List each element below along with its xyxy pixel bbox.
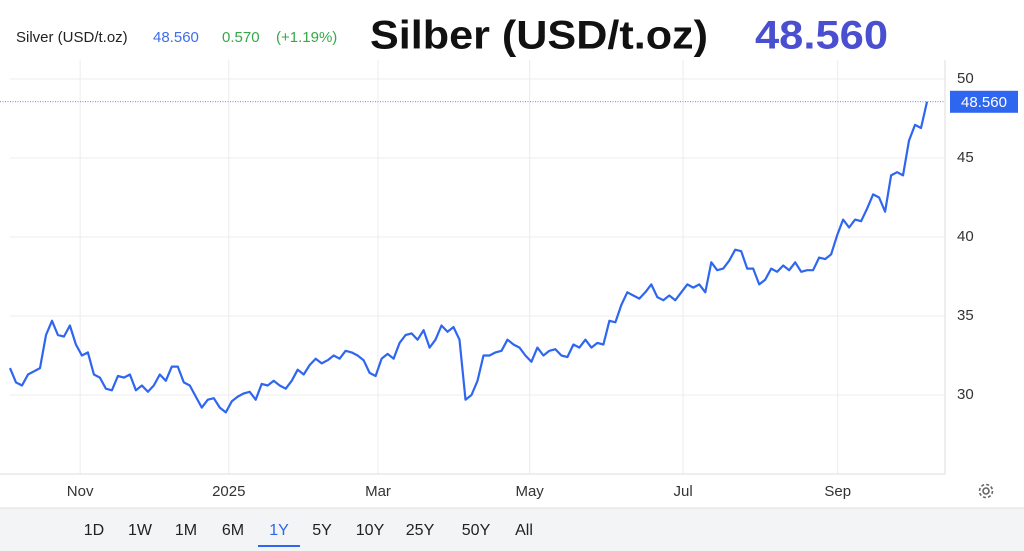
y-tick-label: 30 — [957, 386, 974, 403]
y-tick-label: 40 — [957, 228, 974, 245]
range-button[interactable]: 6M — [222, 522, 244, 539]
range-button[interactable]: 1D — [84, 522, 104, 539]
x-tick-label: 2025 — [212, 483, 245, 500]
x-tick-label: Mar — [365, 483, 391, 500]
range-button[interactable]: 1W — [128, 522, 153, 539]
range-button[interactable]: All — [515, 522, 533, 539]
big-title: Silber (USD/t.oz) — [370, 14, 708, 58]
y-tick-label: 50 — [957, 70, 974, 87]
last-price-box — [950, 90, 1018, 113]
range-button[interactable]: 25Y — [406, 522, 435, 539]
range-bar — [0, 508, 1024, 551]
range-button[interactable]: 1M — [175, 522, 197, 539]
price: 48.560 — [153, 29, 199, 46]
settings-icon[interactable] — [978, 483, 994, 499]
range-button[interactable]: 1Y — [269, 522, 289, 539]
last-price-label: 48.560 — [961, 94, 1007, 111]
range-button[interactable]: 50Y — [462, 522, 491, 539]
x-tick-label: May — [515, 483, 544, 500]
y-tick-label: 35 — [957, 307, 974, 324]
x-tick-label: Jul — [673, 483, 692, 500]
symbol: Silver (USD/t.oz) — [16, 29, 128, 46]
x-tick-label: Sep — [824, 483, 851, 500]
y-tick-label: 45 — [957, 149, 974, 166]
change: 0.570 — [222, 29, 260, 46]
change-pct: (+1.19%) — [276, 29, 337, 46]
x-tick-label: Nov — [67, 483, 94, 500]
price-line — [8, 101, 929, 414]
active-underline — [258, 545, 300, 547]
big-price: 48.560 — [755, 14, 888, 58]
range-button[interactable]: 5Y — [312, 522, 332, 539]
range-button[interactable]: 10Y — [356, 522, 385, 539]
